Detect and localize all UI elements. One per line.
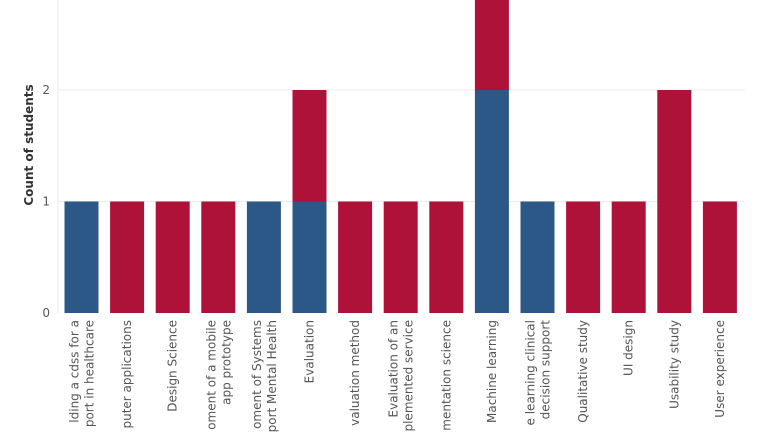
y-axis-title: Count of students — [22, 84, 36, 205]
x-category-label: valuation method — [348, 320, 362, 426]
bar-segment — [110, 201, 145, 313]
x-category-label-line: Design Science — [166, 320, 180, 412]
bar-segment — [64, 201, 99, 313]
x-category-label: Qualitative study — [576, 320, 590, 423]
x-category-label-line: Machine learning — [485, 320, 499, 423]
x-category-label-line: port Mental Health — [265, 320, 279, 432]
bar-segment — [429, 201, 464, 313]
x-category-label-line: lding a cdss for a — [68, 320, 82, 423]
bar-segment — [155, 201, 190, 313]
x-category-label-line: decision support — [539, 320, 553, 420]
x-category-label: mentation science — [439, 320, 453, 431]
bar-segment — [566, 201, 601, 313]
x-category-label-line: puter applications — [120, 320, 134, 429]
bar-segment — [338, 201, 373, 313]
bar-segment — [292, 90, 327, 202]
y-tick-label: 0 — [42, 306, 50, 320]
x-category-label: Usability study — [667, 320, 681, 409]
y-tick-label: 1 — [42, 195, 50, 209]
bar-segment — [520, 201, 555, 313]
x-category-label: Machine learning — [485, 320, 499, 423]
x-category-label: UI design — [622, 320, 636, 376]
x-category-labels: lding a cdss for aport in healthcare pute… — [68, 320, 727, 432]
bar-segment — [702, 201, 737, 313]
x-category-label-line: mentation science — [439, 320, 453, 431]
x-category-label-line: Evaluation — [303, 320, 317, 383]
x-category-label-line: Qualitative study — [576, 320, 590, 423]
bar-segment — [201, 201, 236, 313]
x-category-label-line: valuation method — [348, 320, 362, 426]
x-category-label-line: User experience — [713, 320, 727, 418]
x-category-label: Design Science — [166, 320, 180, 412]
bar-segment — [657, 90, 692, 313]
x-category-label: Evaluation — [303, 320, 317, 383]
gridlines — [58, 89, 745, 202]
x-category-label-line: port in healthcare — [83, 320, 97, 427]
bar-segment — [246, 201, 281, 313]
x-category-label: e learning clinicaldecision support — [524, 320, 553, 426]
bar-segment — [292, 201, 327, 313]
x-category-label: Evaluation of anplemented service — [387, 320, 416, 432]
bar-segment — [474, 90, 509, 313]
x-category-label-line: oment of Systems — [250, 320, 264, 429]
y-tick-label: 2 — [42, 83, 50, 97]
x-category-label-line: Evaluation of an — [387, 320, 401, 417]
x-category-label: oment of a mobileapp prototype — [204, 320, 233, 430]
x-category-label-line: app prototype — [219, 320, 233, 405]
bar-segment — [383, 201, 418, 313]
x-category-label-line: Usability study — [667, 320, 681, 409]
bar-segment — [474, 0, 509, 90]
bar-segment — [611, 201, 646, 313]
x-category-label: oment of Systemsport Mental Health — [250, 320, 279, 432]
x-category-label-line: e learning clinical — [524, 320, 538, 425]
x-category-label: lding a cdss for aport in healthcare — [68, 320, 97, 427]
x-category-label: puter applications — [120, 320, 134, 429]
bars — [64, 0, 737, 313]
x-category-label-line: UI design — [622, 320, 636, 376]
x-category-label: User experience — [713, 320, 727, 418]
y-tick-labels: 0 1 2 — [42, 83, 50, 320]
x-category-label-line: plemented service — [402, 320, 416, 432]
x-category-label-line: oment of a mobile — [204, 320, 218, 430]
